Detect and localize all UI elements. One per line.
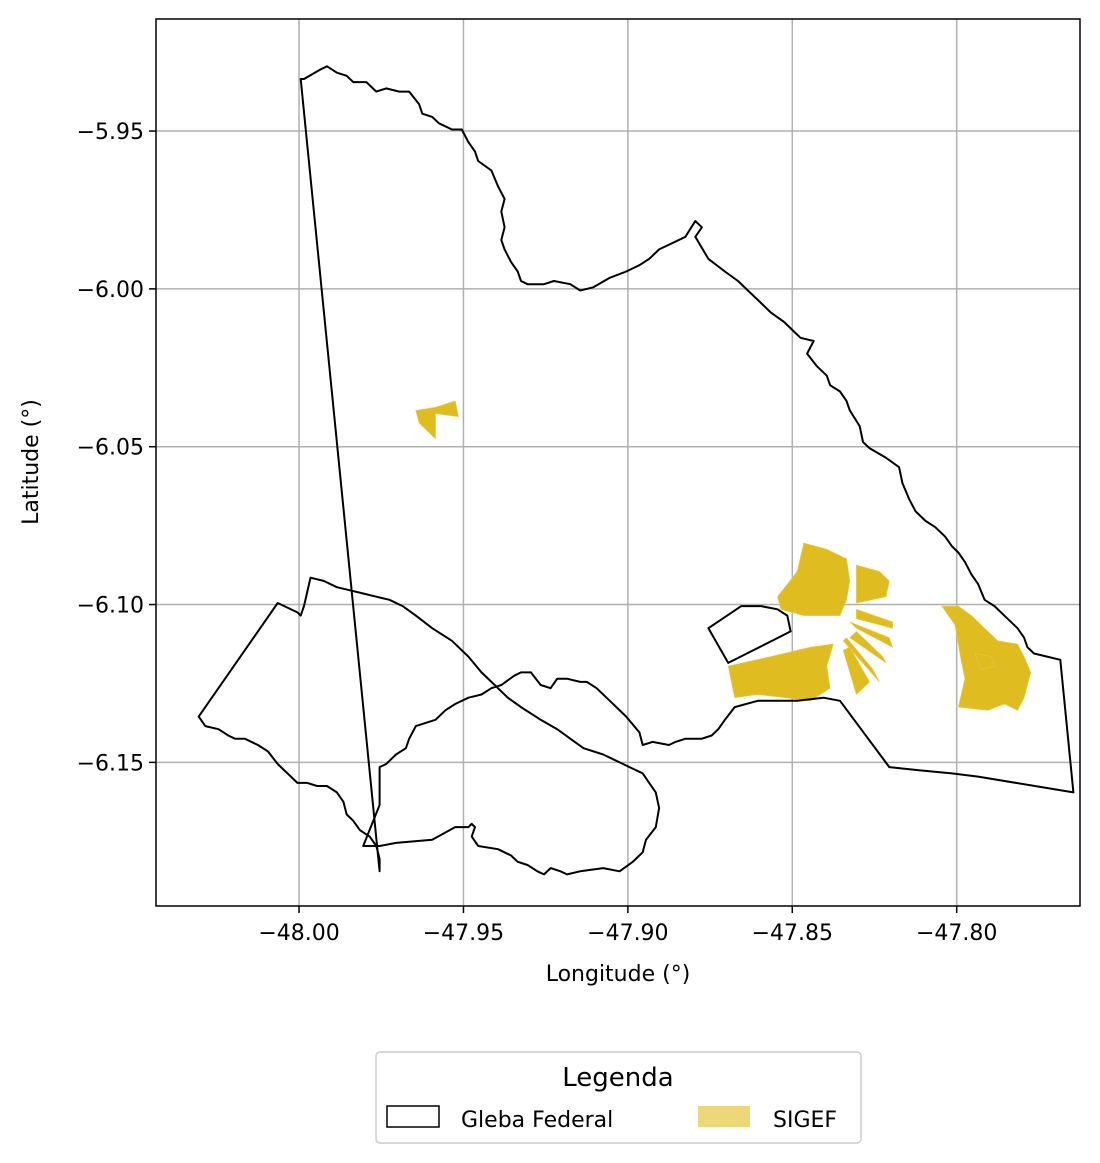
sigef-layer[interactable] [415,400,1032,711]
sigef-parcel[interactable] [842,637,880,683]
legend-swatch-gleba-federal [386,1105,440,1128]
legend: Legenda Gleba Federal SIGEF [375,1051,862,1144]
sigef-parcel[interactable] [856,564,890,604]
sigef-parcel[interactable] [849,630,887,664]
sigef-parcel[interactable] [849,621,894,648]
y-tick-label: −5.95 [77,120,144,145]
y-tick-label: −6.05 [77,436,144,461]
gleba-federal-layer[interactable] [197,65,1075,876]
grid [156,19,1080,906]
x-tick-label: −47.80 [916,921,997,946]
y-tick-label: −6.15 [77,751,144,776]
y-axis: −5.95 −6.00 −6.05 −6.10 −6.15 [77,120,156,776]
sigef-parcel[interactable] [856,608,893,629]
gleba-federal-boundary[interactable] [707,605,792,664]
x-axis-title: Longitude (°) [546,962,691,987]
x-axis: −48.00 −47.95 −47.90 −47.85 −47.80 [258,906,997,946]
y-tick-label: −6.10 [77,594,144,619]
gleba-federal-boundary[interactable] [197,65,1075,876]
legend-label-sigef: SIGEF [773,1108,837,1133]
sigef-parcel[interactable] [842,646,870,696]
y-tick-label: −6.00 [77,278,144,303]
sigef-parcel[interactable] [415,400,459,440]
legend-swatch-sigef [698,1106,750,1127]
sigef-parcel[interactable] [974,653,995,670]
sigef-parcel[interactable] [727,643,834,702]
legend-label-gleba-federal: Gleba Federal [461,1108,613,1133]
sigef-parcel[interactable] [777,542,851,616]
x-tick-label: −47.85 [752,921,833,946]
plot-frame [155,18,1081,907]
x-tick-label: −47.95 [423,921,504,946]
y-axis-title: Latitude (°) [19,399,44,525]
legend-title: Legenda [562,1063,673,1093]
x-tick-label: −47.90 [587,921,668,946]
x-tick-label: −48.00 [258,921,339,946]
